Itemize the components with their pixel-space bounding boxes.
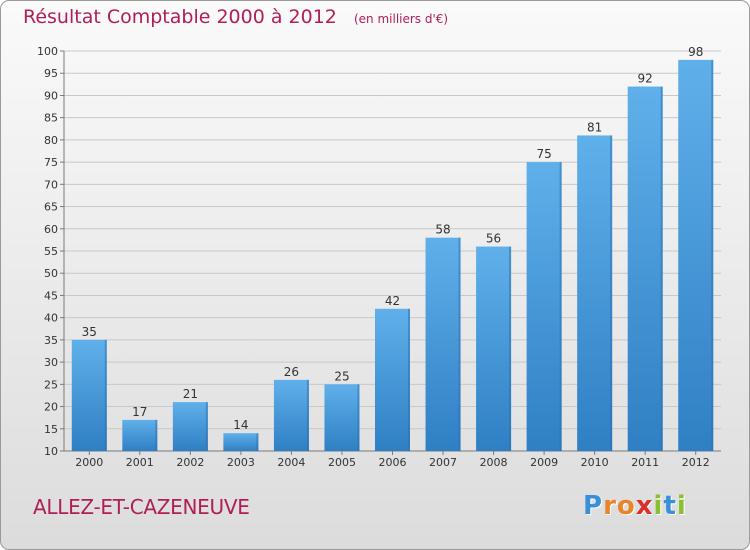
- chart-unit-note: (en milliers d'€): [353, 12, 449, 26]
- bars: [71, 59, 714, 452]
- tick-labels: 10 15 20 25 30 35 40 45 50 55 60 65 70 75 80 85 90 95 100 2…: [37, 45, 710, 469]
- y-tick-label: 100: [37, 45, 58, 58]
- y-tick-label: 50: [44, 267, 58, 280]
- chart-title: Résultat Comptable 2000 à 2012: [23, 6, 337, 28]
- bar: [172, 402, 208, 451]
- data-label: 21: [183, 387, 198, 401]
- bar: [577, 135, 613, 451]
- x-tick-label: 2011: [631, 456, 659, 469]
- x-tick-label: 2010: [581, 456, 609, 469]
- bar: [273, 379, 309, 451]
- data-label: 92: [638, 72, 653, 86]
- y-tick-label: 20: [44, 401, 58, 414]
- y-tick-label: 80: [44, 134, 58, 147]
- chart-title-block: Résultat Comptable 2000 à 2012 (en milli…: [23, 6, 448, 28]
- data-label: 14: [233, 418, 248, 432]
- y-tick-label: 40: [44, 312, 58, 325]
- logo-letter: i: [653, 491, 664, 521]
- x-tick-label: 2008: [480, 456, 508, 469]
- data-label: 42: [385, 294, 400, 308]
- x-tick-label: 2000: [75, 456, 103, 469]
- bar-edge: [458, 237, 461, 451]
- bar-edge: [509, 246, 512, 451]
- y-tick-label: 30: [44, 356, 58, 369]
- x-tick-label: 2003: [227, 456, 255, 469]
- x-tick-label: 2006: [379, 456, 407, 469]
- bar: [425, 237, 461, 451]
- y-tick-label: 15: [44, 423, 58, 436]
- bar: [526, 162, 562, 451]
- y-tick-label: 85: [44, 112, 58, 125]
- y-tick-label: 95: [44, 67, 58, 80]
- bar-edge: [610, 135, 613, 451]
- data-label: 56: [486, 232, 501, 246]
- x-tick-label: 2001: [126, 456, 154, 469]
- x-tick-label: 2009: [530, 456, 558, 469]
- y-tick-label: 75: [44, 156, 58, 169]
- logo-letter: t: [663, 491, 677, 521]
- x-tick-label: 2007: [429, 456, 457, 469]
- data-label: 58: [435, 223, 450, 237]
- y-tick-label: 45: [44, 289, 58, 302]
- y-tick-label: 10: [44, 445, 58, 458]
- data-label: 75: [536, 147, 551, 161]
- y-tick-label: 55: [44, 245, 58, 258]
- bar: [223, 433, 259, 451]
- y-tick-label: 60: [44, 223, 58, 236]
- bar-edge: [104, 339, 107, 451]
- bar-edge: [256, 433, 259, 451]
- bar: [324, 384, 360, 451]
- bar: [678, 59, 714, 452]
- logo-letter: r: [603, 491, 617, 521]
- bar-edge: [155, 419, 158, 451]
- y-tick-label: 65: [44, 201, 58, 214]
- bar-edge: [408, 308, 410, 451]
- bar: [375, 308, 410, 451]
- bar-edge: [306, 379, 309, 451]
- x-tick-label: 2012: [682, 456, 710, 469]
- x-tick-label: 2002: [176, 456, 204, 469]
- bar-edge: [660, 86, 663, 452]
- proxiti-logo[interactable]: Proxiti: [583, 491, 687, 521]
- bar-edge: [357, 384, 360, 451]
- bar: [627, 86, 663, 452]
- x-tick-label: 2005: [328, 456, 356, 469]
- data-label: 25: [334, 369, 349, 383]
- logo-letter: P: [583, 491, 604, 521]
- logo-letter: i: [676, 491, 687, 521]
- bar: [122, 419, 158, 451]
- data-label: 35: [82, 325, 97, 339]
- bar-edge: [559, 162, 562, 451]
- y-tick-label: 70: [44, 178, 58, 191]
- data-label: 26: [284, 365, 299, 379]
- y-tick-label: 90: [44, 89, 58, 102]
- data-label: 17: [132, 405, 147, 419]
- data-labels: 35 17 21 14 26 25 42 58 56 75 81 92 98: [82, 45, 704, 432]
- data-label: 98: [688, 45, 703, 59]
- y-tick-label: 25: [44, 378, 58, 391]
- bar-edge: [711, 59, 714, 452]
- logo-letter: o: [616, 491, 636, 521]
- bar: [71, 339, 107, 451]
- y-tick-label: 35: [44, 334, 58, 347]
- bar-edge: [205, 402, 208, 451]
- commune-name: ALLEZ-ET-CAZENEUVE: [33, 495, 250, 519]
- logo-letter: x: [635, 491, 654, 521]
- bar: [476, 246, 512, 451]
- data-label: 81: [587, 120, 602, 134]
- x-tick-label: 2004: [277, 456, 305, 469]
